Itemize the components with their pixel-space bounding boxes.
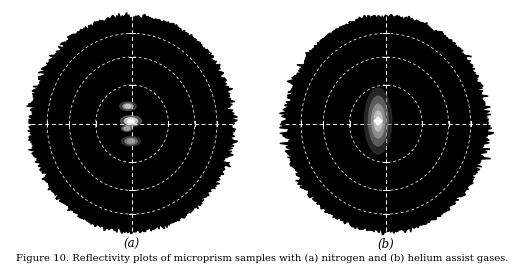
Circle shape [125,105,131,108]
Circle shape [375,119,382,123]
Circle shape [122,136,140,146]
Ellipse shape [368,95,388,147]
Text: (b): (b) [378,238,394,251]
Ellipse shape [371,104,385,139]
Circle shape [130,120,133,122]
Circle shape [125,138,137,144]
Ellipse shape [376,116,381,126]
Polygon shape [26,12,238,233]
Text: Figure 10. Reflectivity plots of microprism samples with (a) nitrogen and (b) he: Figure 10. Reflectivity plots of micropr… [16,254,508,263]
Circle shape [123,104,133,109]
Circle shape [120,102,136,111]
Text: (a): (a) [124,238,140,251]
Ellipse shape [373,110,383,132]
Polygon shape [280,15,494,235]
Circle shape [122,126,132,131]
Ellipse shape [364,87,393,155]
Circle shape [124,127,130,130]
Circle shape [121,116,141,126]
Circle shape [127,119,135,123]
Circle shape [127,139,135,143]
Circle shape [124,118,138,125]
